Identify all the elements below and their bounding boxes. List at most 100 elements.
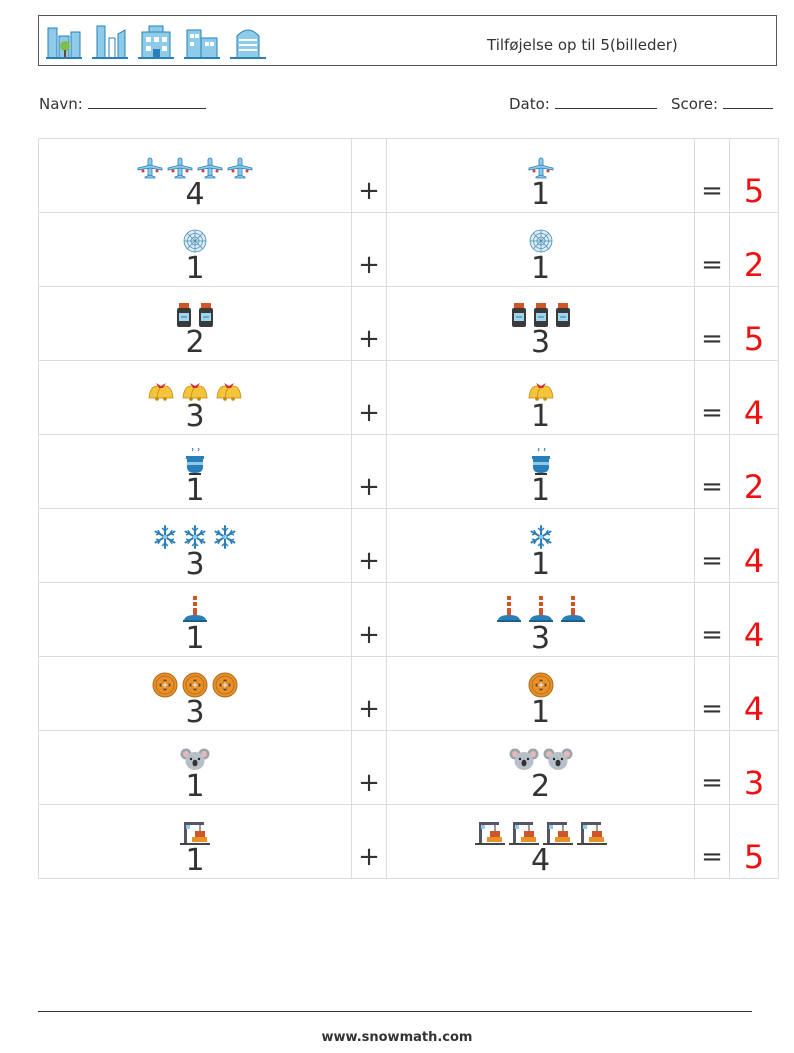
addition-table: 4 + 1 = 5 1 + 1 = 2 — [38, 138, 779, 879]
addend-a-cell: 2 — [38, 286, 352, 361]
medicine-bottle-icon — [510, 302, 528, 328]
addend-b-number: 1 — [530, 695, 551, 730]
addend-a-number: 1 — [185, 621, 205, 656]
equals-sign: = — [701, 176, 723, 206]
table-row: 3 + 1 = 4 — [38, 360, 779, 435]
score-blank[interactable] — [722, 94, 773, 109]
plus-sign: + — [358, 842, 380, 872]
answer-cell[interactable]: 3 — [729, 730, 779, 805]
answer-cell[interactable]: 4 — [729, 582, 779, 657]
plus-cell: + — [351, 286, 387, 361]
tower-building-icon — [230, 29, 266, 59]
equals-cell: = — [694, 286, 730, 361]
answer-cell[interactable]: 2 — [729, 212, 779, 287]
date-blank[interactable] — [554, 94, 657, 109]
plus-cell: + — [351, 212, 387, 287]
equals-cell: = — [694, 582, 730, 657]
chimney-icon — [559, 594, 587, 624]
answer-value: 3 — [743, 764, 765, 802]
addend-b-number: 3 — [530, 621, 551, 656]
answer-value: 5 — [743, 320, 765, 358]
name-label: Navn: — [39, 95, 83, 113]
plus-cell: + — [351, 730, 387, 805]
spider-web-icon — [528, 228, 554, 254]
answer-cell[interactable]: 4 — [729, 360, 779, 435]
bells-icon — [214, 378, 244, 402]
addend-b-number: 1 — [530, 547, 551, 582]
plus-cell: + — [351, 138, 387, 213]
answer-value: 4 — [743, 542, 765, 580]
bells-icon — [180, 378, 210, 402]
plus-cell: + — [351, 434, 387, 509]
plus-sign: + — [358, 620, 380, 650]
table-row: 1 + 2 = 3 — [38, 730, 779, 805]
addend-a-number: 3 — [185, 695, 205, 730]
snowflake-icon — [152, 524, 178, 550]
airplane-icon — [227, 156, 253, 180]
addend-b-number: 1 — [530, 399, 551, 434]
addend-b-cell: 1 — [386, 656, 695, 731]
equals-sign: = — [701, 398, 723, 428]
equals-cell: = — [694, 212, 730, 287]
addend-a-number: 4 — [185, 177, 205, 212]
addend-b-number: 1 — [530, 251, 551, 286]
worksheet-title: Tilføjelse op til 5(billeder) — [487, 36, 678, 54]
header-icons — [45, 22, 267, 62]
equals-sign: = — [701, 472, 723, 502]
addend-a-pictures — [39, 592, 351, 624]
answer-cell[interactable]: 4 — [729, 508, 779, 583]
plus-cell: + — [351, 804, 387, 879]
crane-icon — [474, 818, 505, 846]
addend-a-number: 2 — [185, 325, 205, 360]
answer-cell[interactable]: 5 — [729, 286, 779, 361]
addend-b-cell: 4 — [386, 804, 695, 879]
answer-cell[interactable]: 4 — [729, 656, 779, 731]
plus-sign: + — [358, 250, 380, 280]
office-building-icon — [46, 27, 82, 59]
addend-b-pictures — [387, 296, 694, 328]
score-label: Score: — [670, 95, 719, 113]
addend-b-pictures — [387, 222, 694, 254]
plus-sign: + — [358, 324, 380, 354]
plus-cell: + — [351, 360, 387, 435]
addend-a-number: 3 — [185, 547, 205, 582]
answer-cell[interactable]: 5 — [729, 804, 779, 879]
plus-sign: + — [358, 398, 380, 428]
addend-b-number: 1 — [530, 177, 551, 212]
equals-cell: = — [694, 360, 730, 435]
addend-a-cell: 1 — [38, 730, 352, 805]
bells-icon — [146, 378, 176, 402]
airplane-icon — [167, 156, 193, 180]
addend-b-cell: 3 — [386, 582, 695, 657]
addend-a-number: 3 — [185, 399, 205, 434]
plus-sign: + — [358, 694, 380, 724]
addend-a-number: 1 — [185, 251, 205, 286]
table-row: 3 + 1 = 4 — [38, 656, 779, 731]
answer-value: 4 — [743, 690, 765, 728]
addend-a-pictures — [39, 814, 351, 846]
equals-sign: = — [701, 546, 723, 576]
name-blank[interactable] — [87, 94, 206, 109]
button-icon — [152, 672, 178, 698]
plus-sign: + — [358, 546, 380, 576]
plus-cell: + — [351, 582, 387, 657]
addend-a-cell: 3 — [38, 360, 352, 435]
medicine-bottle-icon — [532, 302, 550, 328]
worksheet-header: Tilføjelse op til 5(billeder) — [38, 15, 777, 66]
addend-b-number: 1 — [530, 473, 551, 508]
addend-a-cell: 4 — [38, 138, 352, 213]
table-row: 1 + 1 = 2 — [38, 212, 779, 287]
table-row: 1 + 4 = 5 — [38, 804, 779, 879]
addend-a-pictures — [39, 370, 351, 402]
crane-icon — [508, 818, 539, 846]
answer-value: 4 — [743, 616, 765, 654]
medicine-bottle-icon — [554, 302, 572, 328]
addend-a-pictures — [39, 222, 351, 254]
footer-url: www.snowmath.com — [321, 1030, 473, 1045]
plus-cell: + — [351, 508, 387, 583]
answer-cell[interactable]: 2 — [729, 434, 779, 509]
answer-value: 4 — [743, 394, 765, 432]
answer-value: 5 — [743, 172, 765, 210]
answer-cell[interactable]: 5 — [729, 138, 779, 213]
equals-cell: = — [694, 508, 730, 583]
